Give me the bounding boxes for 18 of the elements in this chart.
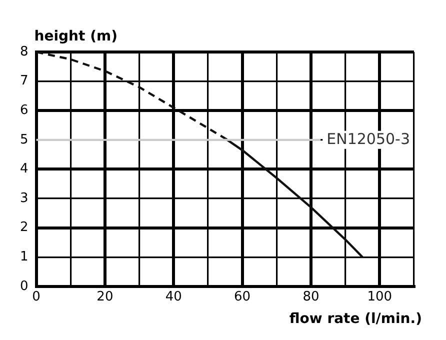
y-tick-label: 2 bbox=[20, 220, 28, 236]
y-tick-label: 0 bbox=[20, 278, 28, 294]
y-tick-label: 3 bbox=[20, 190, 28, 206]
x-tick-label: 80 bbox=[302, 290, 320, 305]
y-tick-label: 4 bbox=[20, 162, 28, 177]
y-axis-title: height (m) bbox=[34, 28, 118, 45]
y-tick-label: 6 bbox=[20, 102, 28, 118]
x-tick-label: 100 bbox=[367, 290, 392, 305]
x-tick-label: 40 bbox=[165, 290, 182, 305]
y-tick-label: 1 bbox=[20, 249, 28, 264]
ref-line-label: EN12050-3 bbox=[326, 130, 410, 148]
x-tick-label: 20 bbox=[96, 290, 114, 305]
x-axis-title: flow rate (l/min.) bbox=[289, 311, 422, 328]
x-tick-label: 60 bbox=[234, 290, 251, 305]
x-tick-label: 0 bbox=[32, 290, 40, 305]
y-tick-label: 5 bbox=[20, 132, 28, 148]
y-tick-label: 7 bbox=[20, 74, 28, 89]
y-tick-label: 8 bbox=[20, 44, 28, 60]
